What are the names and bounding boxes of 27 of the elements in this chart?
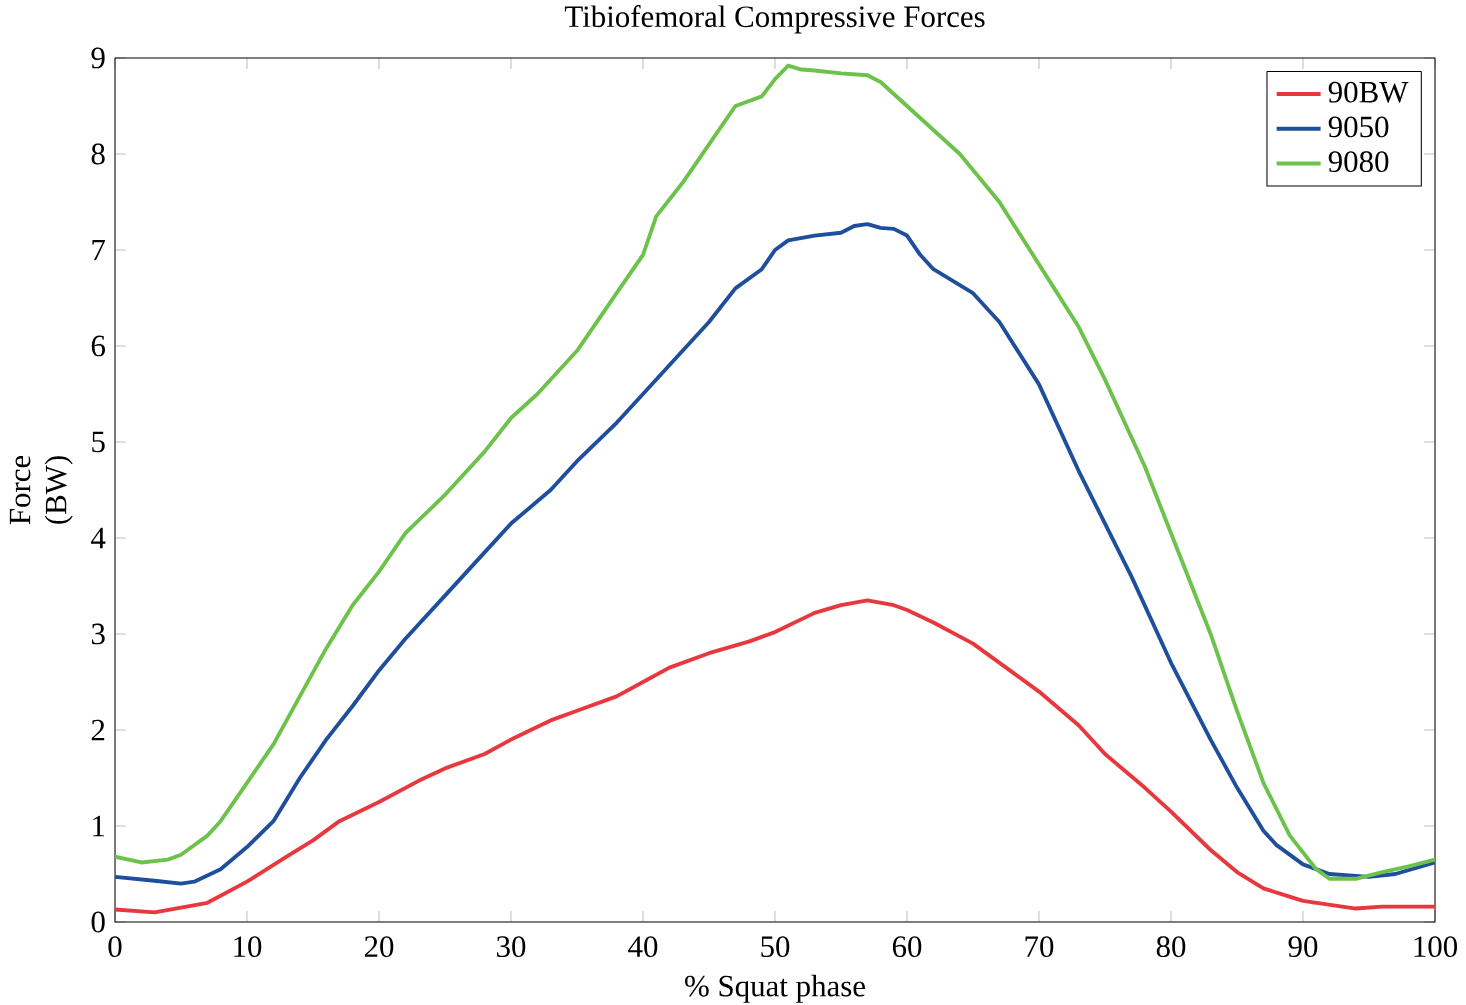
y-tick-label: 0	[91, 911, 105, 933]
x-tick-label: 70	[1025, 936, 1054, 958]
y-tick-label: 3	[91, 623, 105, 645]
y-tick-label: 2	[91, 719, 105, 741]
x-tick-label: 30	[497, 936, 526, 958]
y-axis-title: Force (BW)	[9, 455, 73, 525]
chart-title: Tibiofemoral Compressive Forces	[564, 5, 985, 34]
legend-label: 90BW	[1328, 81, 1409, 103]
y-tick-label: 9	[91, 47, 105, 69]
y-tick-label: 8	[91, 143, 105, 165]
x-tick-label: 80	[1156, 936, 1186, 958]
y-tick-label: 7	[92, 239, 105, 261]
legend-label: 9080	[1328, 151, 1389, 173]
y-tick-label: 5	[92, 431, 105, 453]
x-tick-label: 60	[892, 936, 922, 958]
x-tick-label: 50	[761, 936, 790, 958]
x-tick-label: 10	[234, 936, 262, 958]
x-tick-label: 20	[364, 936, 394, 958]
y-tick-label: 6	[91, 335, 105, 357]
legend-label: 9050	[1328, 116, 1389, 138]
x-tick-label: 0	[108, 936, 122, 958]
x-tick-label: 90	[1288, 936, 1318, 958]
x-tick-label: 100	[1414, 936, 1457, 958]
x-axis-title: % Squat phase	[685, 974, 865, 1003]
y-tick-label: 4	[91, 527, 106, 549]
y-tick-label: 1	[93, 815, 105, 837]
x-tick-label: 40	[628, 936, 658, 958]
